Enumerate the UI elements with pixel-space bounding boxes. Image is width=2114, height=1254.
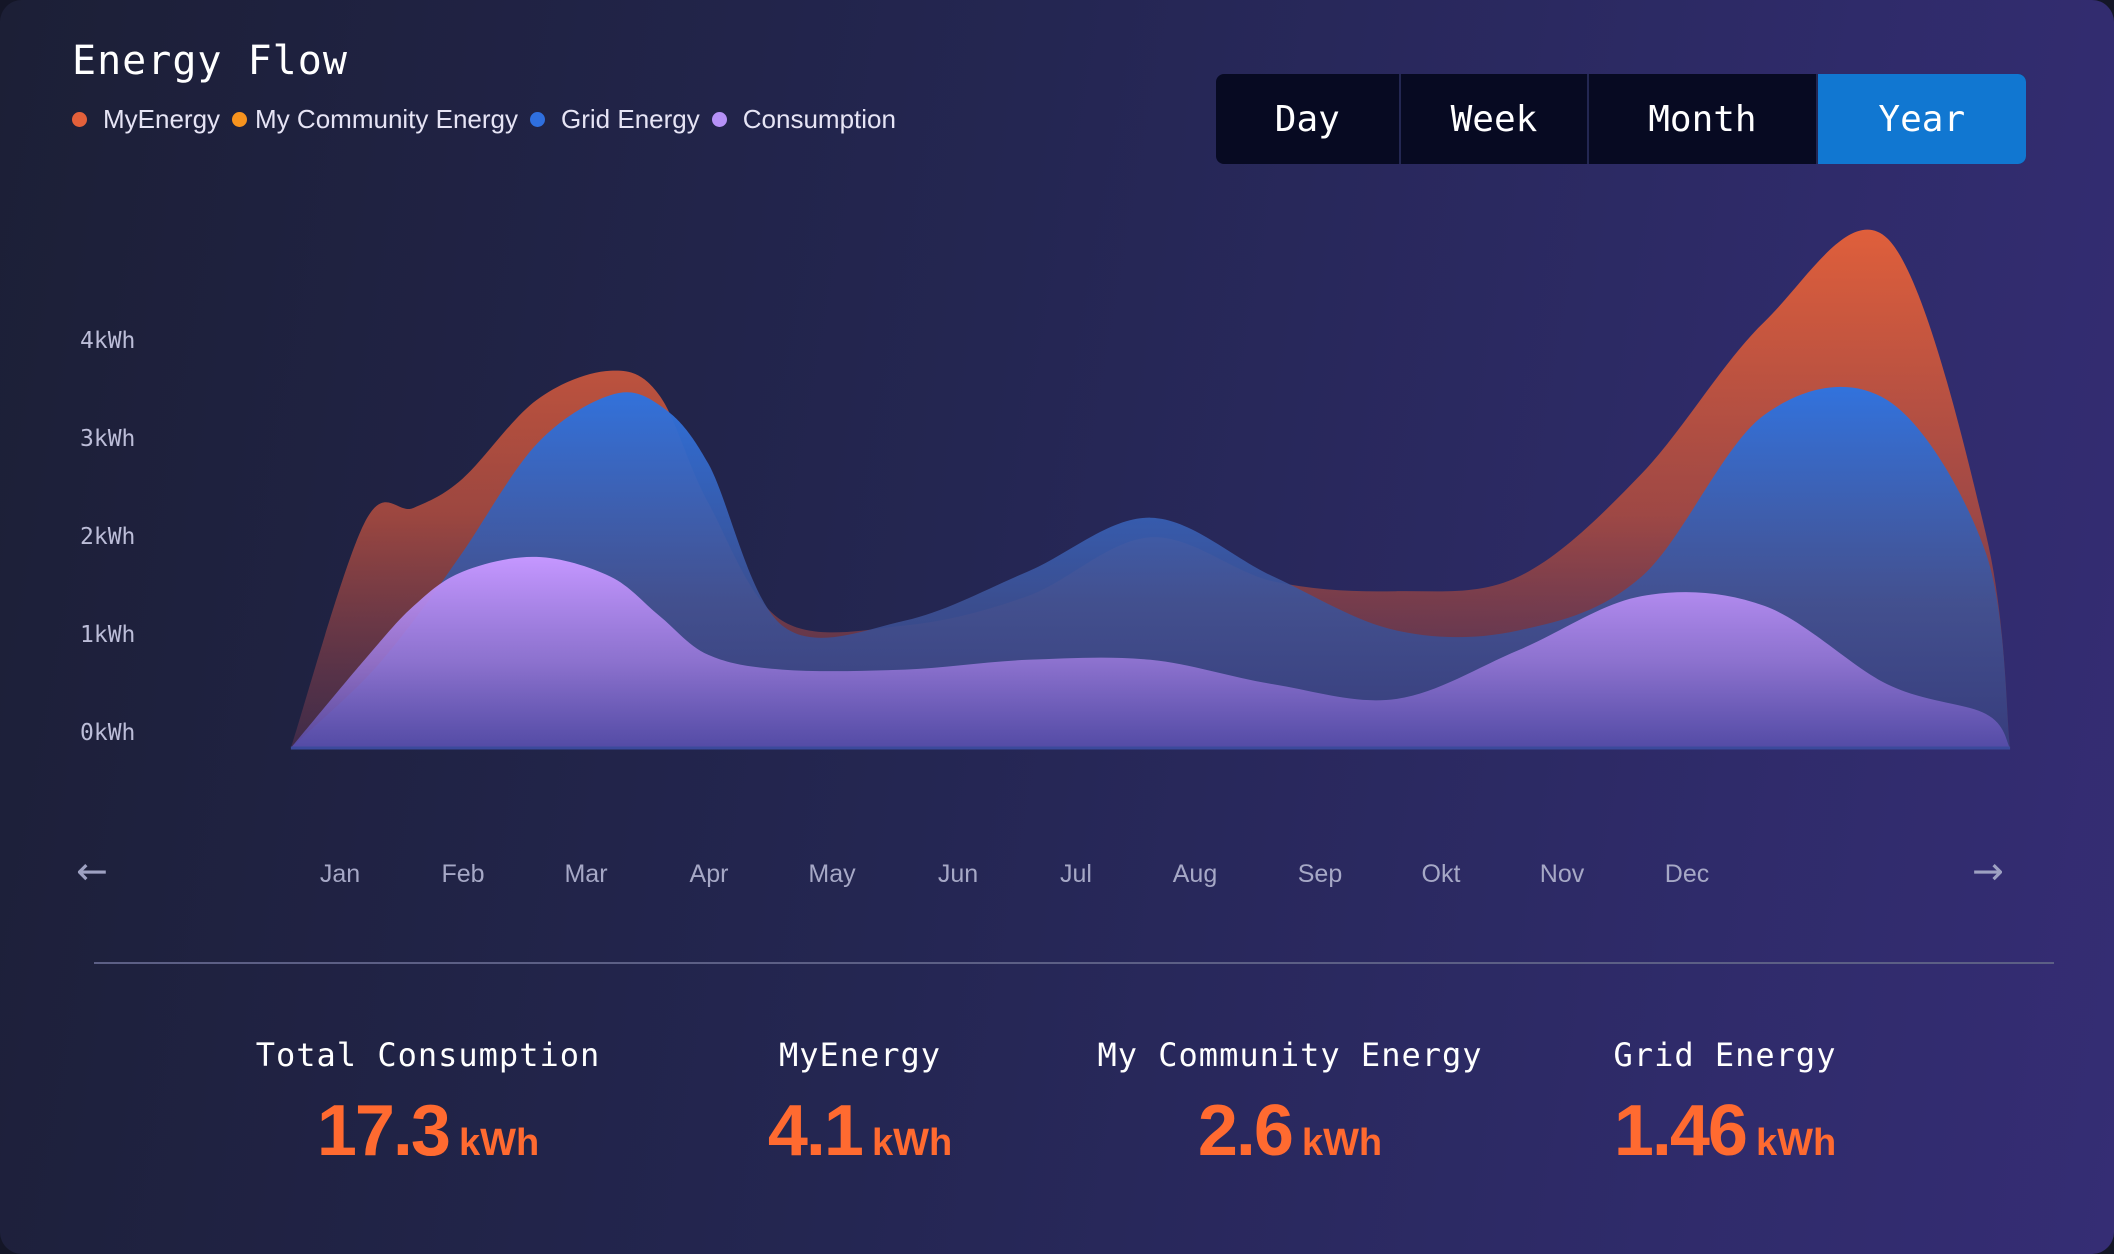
stat-value: 1.46 kWh xyxy=(1614,1090,1837,1172)
x-tick-label: Jan xyxy=(319,860,361,888)
legend-dot-icon xyxy=(530,112,546,127)
stat-grid-energy: Grid Energy 1.46 kWh xyxy=(1614,1036,1837,1172)
y-tick-label: 2kWh xyxy=(80,524,136,550)
stat-unit: kWh xyxy=(458,1122,540,1164)
period-selector: Day Week Month Year xyxy=(1216,74,2026,164)
x-tick-label: Okt xyxy=(1421,860,1461,888)
legend-item-myenergy: MyEnergy xyxy=(72,104,220,135)
tab-month[interactable]: Month xyxy=(1589,74,1818,164)
legend-label: Grid Energy xyxy=(561,104,700,134)
x-tick-label: Feb xyxy=(441,860,485,888)
arrow-right-icon[interactable]: → xyxy=(1972,849,2004,893)
stat-value: 2.6 kWh xyxy=(1097,1090,1482,1172)
legend-dot-icon xyxy=(711,112,727,127)
stat-total-consumption: Total Consumption 17.3 kWh xyxy=(256,1036,601,1172)
x-tick-label: Nov xyxy=(1539,860,1585,888)
legend-label: MyEnergy xyxy=(103,104,221,134)
legend-dot-icon xyxy=(72,112,87,127)
tab-year[interactable]: Year xyxy=(1817,74,2026,164)
tab-day[interactable]: Day xyxy=(1216,74,1401,164)
legend-item-consumption: Consumption xyxy=(711,104,896,135)
chart-title: Energy Flow xyxy=(72,38,348,84)
y-tick-label: 1kWh xyxy=(80,622,136,648)
legend-label: Consumption xyxy=(742,104,896,134)
stat-value: 4.1 kWh xyxy=(768,1090,952,1172)
stat-label: MyEnergy xyxy=(778,1036,942,1074)
x-tick-label: Dec xyxy=(1664,860,1710,888)
stat-label: Total Consumption xyxy=(255,1036,601,1074)
stat-number: 1.46 xyxy=(1613,1091,1748,1171)
x-tick-label: May xyxy=(808,860,856,888)
tab-week[interactable]: Week xyxy=(1401,74,1590,164)
y-tick-label: 0kWh xyxy=(80,720,136,746)
x-tick-label: Mar xyxy=(564,860,608,888)
stat-label: Grid Energy xyxy=(1613,1036,1837,1074)
divider xyxy=(94,962,2054,964)
series-area-consumption xyxy=(290,556,2011,748)
stat-myenergy: MyEnergy 4.1 kWh xyxy=(768,1036,952,1172)
legend-label: My Community Energy xyxy=(255,104,519,134)
stat-unit: kWh xyxy=(871,1122,953,1164)
legend-item-community: My Community Energy xyxy=(232,104,518,135)
y-tick-label: 3kWh xyxy=(80,426,136,452)
stat-number: 17.3 xyxy=(316,1091,451,1171)
legend-item-grid: Grid Energy xyxy=(530,104,700,135)
arrow-left-icon[interactable]: ← xyxy=(76,849,108,893)
stat-community-energy: My Community Energy 2.6 kWh xyxy=(1097,1036,1482,1172)
chart-legend: MyEnergy My Community Energy Grid Energy… xyxy=(72,104,908,135)
x-tick-label: Sep xyxy=(1297,860,1343,888)
x-tick-label: Jun xyxy=(937,860,979,888)
stat-number: 4.1 xyxy=(767,1091,864,1171)
y-tick-label: 4kWh xyxy=(80,328,136,354)
stat-value: 17.3 kWh xyxy=(256,1090,601,1172)
x-tick-label: Jul xyxy=(1060,860,1092,888)
x-tick-label: Aug xyxy=(1172,860,1218,888)
stat-number: 2.6 xyxy=(1197,1091,1294,1171)
legend-dot-icon xyxy=(232,112,248,127)
stat-unit: kWh xyxy=(1301,1122,1383,1164)
x-tick-label: Apr xyxy=(689,860,729,888)
stat-label: My Community Energy xyxy=(1097,1036,1483,1074)
stat-unit: kWh xyxy=(1755,1122,1837,1164)
